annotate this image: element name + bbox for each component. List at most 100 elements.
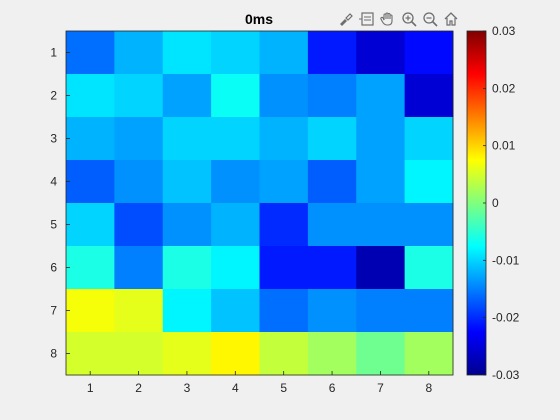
heatmap-cell [259, 203, 309, 247]
heatmap-cell [114, 160, 164, 204]
heatmap-cell [259, 74, 309, 118]
heatmap-cell [66, 289, 115, 333]
heatmap-cell [259, 31, 309, 75]
heatmap-cell [259, 117, 309, 161]
heatmap-cell [66, 246, 115, 290]
y-tick-label: 6 [50, 261, 57, 275]
axes-toolbar [336, 9, 460, 29]
heatmap-cell [356, 289, 406, 333]
heatmap-cells [66, 31, 454, 376]
heatmap-cell [162, 31, 212, 75]
heatmap-cell [307, 203, 357, 247]
heatmap-cell [114, 289, 164, 333]
zoom-in-icon[interactable] [399, 10, 418, 29]
heatmap-cell [211, 160, 260, 204]
heatmap-cell [66, 117, 115, 161]
heatmap-cell [259, 289, 309, 333]
x-tick-label: 8 [425, 381, 432, 395]
heatmap-cell [66, 332, 115, 376]
heatmap-cell [404, 332, 454, 376]
heatmap-cell [356, 246, 406, 290]
colorbar-tick-label: -0.03 [492, 368, 520, 382]
home-icon[interactable] [441, 10, 460, 29]
x-tick-label: 5 [280, 381, 287, 395]
heatmap-cell [211, 31, 260, 75]
chart-title: 0ms [245, 11, 273, 27]
heatmap-cell [356, 117, 406, 161]
y-tick-label: 7 [50, 304, 57, 318]
colorbar-tick-label: -0.02 [492, 311, 520, 325]
heatmap-cell [404, 31, 454, 75]
data-tips-icon[interactable] [357, 10, 376, 29]
heatmap-cell [307, 332, 357, 376]
colorbar-tick-label: 0.02 [492, 81, 516, 95]
heatmap-cell [259, 160, 309, 204]
heatmap-cell [114, 246, 164, 290]
heatmap-cell [162, 160, 212, 204]
heatmap-cell [404, 117, 454, 161]
heatmap-cell [211, 203, 260, 247]
heatmap-cell [162, 203, 212, 247]
plot-axes-box [65, 30, 454, 376]
heatmap-cell [259, 246, 309, 290]
heatmap-cell [404, 160, 454, 204]
colorbar-tick-label: 0 [492, 196, 499, 210]
heatmap-cell [307, 289, 357, 333]
y-tick-label: 3 [50, 132, 57, 146]
x-axis-ticks: 1 2 3 4 5 6 7 8 [87, 371, 432, 395]
heatmap-cell [307, 246, 357, 290]
heatmap-cell [66, 74, 115, 118]
heatmap-cell [259, 332, 309, 376]
y-axis-ticks: 1 2 3 4 5 6 7 8 [50, 46, 70, 361]
heatmap-cell [211, 74, 260, 118]
heatmap-cell [66, 203, 115, 247]
heatmap-cell [211, 117, 260, 161]
heatmap-cell [404, 74, 454, 118]
heatmap-cell [162, 289, 212, 333]
x-tick-label: 4 [232, 381, 239, 395]
heatmap-cell [114, 117, 164, 161]
pan-hand-icon[interactable] [378, 10, 397, 29]
heatmap-cell [404, 203, 454, 247]
heatmap-cell [356, 332, 406, 376]
heatmap-cell [211, 289, 260, 333]
heatmap-cell [211, 332, 260, 376]
heatmap-cell [162, 246, 212, 290]
heatmap-cell [356, 31, 406, 75]
y-tick-label: 2 [50, 89, 57, 103]
heatmap-cell [162, 117, 212, 161]
heatmap-cell [211, 246, 260, 290]
x-tick-label: 7 [377, 381, 384, 395]
colorbar-tick-label: 0.03 [492, 24, 516, 38]
heatmap-cell [356, 74, 406, 118]
brush-icon[interactable] [336, 10, 355, 29]
heatmap-cell [404, 246, 454, 290]
heatmap-cell [114, 31, 164, 75]
colorbar-tick-label: -0.01 [492, 253, 520, 267]
heatmap-cell [307, 160, 357, 204]
heatmap-cell [114, 332, 164, 376]
heatmap-cell [66, 31, 115, 75]
heatmap-cell [307, 74, 357, 118]
colorbar-ticks: 0.03 0.02 0.01 0 -0.01 -0.02 -0.03 [483, 24, 520, 382]
x-tick-label: 1 [87, 381, 94, 395]
y-tick-label: 1 [50, 46, 57, 60]
heatmap-cell [356, 160, 406, 204]
heatmap-cell [356, 203, 406, 247]
heatmap-cell [114, 203, 164, 247]
heatmap-cell [114, 74, 164, 118]
heatmap-cell [162, 74, 212, 118]
y-tick-label: 4 [50, 175, 57, 189]
x-tick-label: 2 [135, 381, 142, 395]
y-tick-label: 5 [50, 218, 57, 232]
heatmap-cell [307, 117, 357, 161]
heatmap-cell [66, 160, 115, 204]
x-tick-label: 6 [329, 381, 336, 395]
heatmap-cell [162, 332, 212, 376]
zoom-out-icon[interactable] [420, 10, 439, 29]
colorbar-tick-label: 0.01 [492, 139, 516, 153]
heatmap-cell [307, 31, 357, 75]
y-tick-label: 8 [50, 347, 57, 361]
